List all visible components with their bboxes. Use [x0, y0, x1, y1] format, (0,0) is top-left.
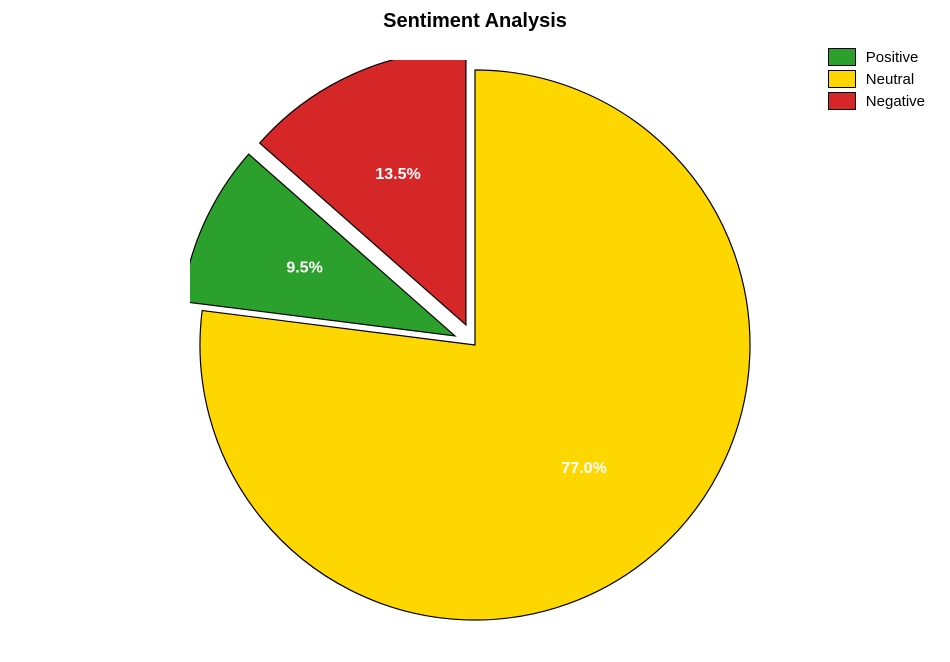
legend-label-negative: Negative	[866, 93, 925, 110]
legend-swatch-neutral	[828, 70, 856, 88]
legend-label-positive: Positive	[866, 49, 919, 66]
pie-chart: 13.5% 9.5% 77.0%	[190, 60, 760, 630]
legend-item-negative: Negative	[828, 92, 925, 110]
legend-swatch-positive	[828, 48, 856, 66]
legend: Positive Neutral Negative	[828, 48, 925, 114]
pie-label-neutral: 77.0%	[561, 460, 606, 477]
chart-title: Sentiment Analysis	[0, 10, 950, 33]
legend-label-neutral: Neutral	[866, 71, 914, 88]
pie-label-positive: 9.5%	[286, 259, 322, 276]
legend-item-neutral: Neutral	[828, 70, 925, 88]
legend-swatch-negative	[828, 92, 856, 110]
pie-label-negative: 13.5%	[375, 166, 420, 183]
legend-item-positive: Positive	[828, 48, 925, 66]
